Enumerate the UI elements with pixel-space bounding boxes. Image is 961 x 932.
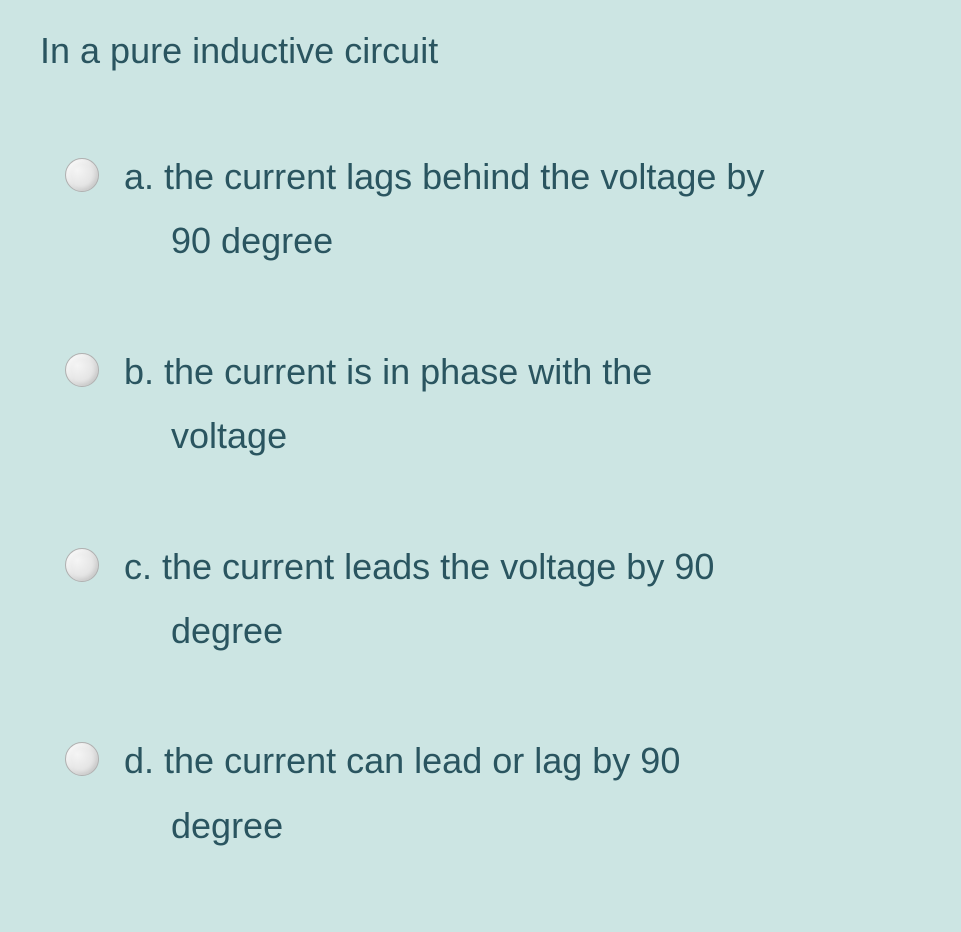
option-b[interactable]: b. the current is in phase with the volt… [65, 347, 921, 462]
option-a-line1: a. the current lags behind the voltage b… [124, 152, 764, 202]
radio-button-d[interactable] [65, 742, 99, 776]
option-c-line2: degree [124, 606, 714, 656]
option-b-line1: b. the current is in phase with the [124, 347, 652, 397]
radio-button-c[interactable] [65, 548, 99, 582]
option-c[interactable]: c. the current leads the voltage by 90 d… [65, 542, 921, 657]
radio-button-b[interactable] [65, 353, 99, 387]
option-b-line2: voltage [124, 411, 652, 461]
option-c-line1: c. the current leads the voltage by 90 [124, 542, 714, 592]
option-text-wrapper: b. the current is in phase with the volt… [124, 347, 652, 462]
option-a-line2: 90 degree [124, 216, 764, 266]
options-container: a. the current lags behind the voltage b… [40, 152, 921, 851]
option-text-wrapper: a. the current lags behind the voltage b… [124, 152, 764, 267]
option-d-line2: degree [124, 801, 680, 851]
option-text-wrapper: d. the current can lead or lag by 90 deg… [124, 736, 680, 851]
option-d-line1: d. the current can lead or lag by 90 [124, 736, 680, 786]
option-d[interactable]: d. the current can lead or lag by 90 deg… [65, 736, 921, 851]
option-text-wrapper: c. the current leads the voltage by 90 d… [124, 542, 714, 657]
radio-button-a[interactable] [65, 158, 99, 192]
question-text: In a pure inductive circuit [40, 30, 921, 72]
option-a[interactable]: a. the current lags behind the voltage b… [65, 152, 921, 267]
